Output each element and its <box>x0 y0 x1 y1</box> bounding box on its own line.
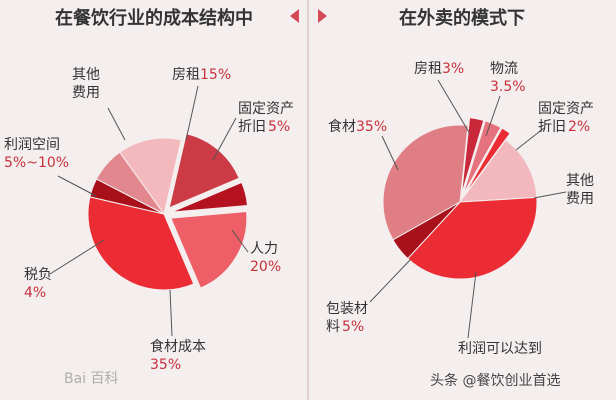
label-r-packaging-text: 包装材料 <box>326 301 368 335</box>
label-labor-pct: 20% <box>250 259 282 275</box>
leader-r-logistics <box>485 95 501 137</box>
right-pie-slice-0 <box>461 117 485 195</box>
label-r-food: 食材35% <box>328 118 387 136</box>
label-depreciation: 固定资产折旧 5% <box>238 100 298 136</box>
leader-r-profit <box>467 271 477 339</box>
label-profit: 利润空间 5%~10% <box>4 136 69 172</box>
label-rent-pct: 15% <box>200 67 232 83</box>
label-r-packaging-pct: 5% <box>342 319 365 335</box>
panel-divider <box>307 0 309 400</box>
leader-profit <box>57 175 97 197</box>
label-r-food-pct: 35% <box>356 119 388 135</box>
label-other-cost-text: 其他费用 <box>72 67 100 101</box>
right-pie-slice-1 <box>462 120 502 195</box>
source-label: 头条 @餐饮创业首选 <box>430 373 561 389</box>
label-r-logistics-pct: 3.5% <box>490 79 526 95</box>
leader-rent <box>185 85 199 141</box>
label-r-depreciation-pct: 2% <box>568 119 591 135</box>
label-rent-text: 房租 <box>172 67 200 83</box>
label-other-cost: 其他费用 <box>72 66 102 102</box>
label-labor-text: 人力 <box>250 241 278 257</box>
label-r-other: 其他费用 <box>566 172 596 208</box>
right-pie-slice-4 <box>407 196 538 280</box>
left-pie-slice-6 <box>119 137 182 216</box>
right-pie-slice-6 <box>382 124 469 241</box>
leader-labor <box>231 229 249 253</box>
left-chart-panel: 在餐饮行业的成本结构中 其他费用 房租15% 固定资产折旧 5% 利润空间 5%… <box>4 8 298 374</box>
left-pie-slice-1 <box>171 181 249 213</box>
label-food-cost-pct: 35% <box>150 357 182 373</box>
label-r-packaging: 包装材料 5% <box>326 300 371 336</box>
leader-r-rent <box>437 79 471 135</box>
leader-depreciation <box>212 117 237 161</box>
label-tax-text: 税负 <box>24 267 52 283</box>
label-r-profit-text: 利润可以达到 <box>458 341 542 357</box>
left-pie-chart <box>49 85 249 337</box>
label-labor: 人力 20% <box>250 240 281 276</box>
right-pie-slice-3 <box>458 139 538 203</box>
label-r-profit: 利润可以达到 <box>458 340 542 358</box>
leader-r-other <box>533 191 567 199</box>
right-title-marker-icon <box>318 9 327 23</box>
label-rent: 房租15% <box>172 66 231 84</box>
label-r-rent-pct: 3% <box>442 61 465 77</box>
label-food-cost-text: 食材成本 <box>150 339 206 355</box>
label-r-logistics: 物流 3.5% <box>490 60 526 96</box>
label-depreciation-text: 固定资产折旧 <box>238 101 294 135</box>
baike-watermark: Bai 百科 <box>64 371 119 387</box>
label-tax: 税负 4% <box>24 266 52 302</box>
label-r-depreciation: 固定资产折旧 2% <box>538 100 598 136</box>
label-tax-pct: 4% <box>24 285 47 301</box>
left-title-marker-icon <box>290 9 299 23</box>
right-chart-title: 在外卖的模式下 <box>399 8 525 29</box>
left-chart-title: 在餐饮行业的成本结构中 <box>55 8 253 29</box>
left-pie-slice-3 <box>87 196 195 291</box>
right-pie-chart <box>369 79 567 339</box>
leader-food <box>169 289 173 337</box>
left-pie-slice-2 <box>170 210 248 289</box>
label-r-other-text: 其他费用 <box>566 173 594 207</box>
right-chart-panel: 在外卖的模式下 食材35% 房租3% 物流 3.5% 固定资产折旧 2% 其他费… <box>308 0 616 400</box>
leader-other <box>107 107 126 141</box>
label-profit-text: 利润空间 <box>4 137 60 153</box>
leader-r-food <box>381 135 399 171</box>
label-r-food-text: 食材 <box>328 119 356 135</box>
right-pie-slice-2 <box>463 127 511 196</box>
label-depreciation-pct: 5% <box>268 119 291 135</box>
label-r-rent: 房租3% <box>414 60 464 78</box>
label-profit-pct: 5%~10% <box>4 155 70 171</box>
label-r-logistics-text: 物流 <box>490 61 518 77</box>
leader-r-packaging <box>369 259 411 303</box>
leader-tax <box>49 239 105 275</box>
left-pie-slice-0 <box>168 133 240 209</box>
label-r-depreciation-text: 固定资产折旧 <box>538 101 594 135</box>
leader-r-depreciation <box>515 127 545 151</box>
label-r-rent-text: 房租 <box>414 61 442 77</box>
label-food-cost: 食材成本 35% <box>150 338 206 374</box>
